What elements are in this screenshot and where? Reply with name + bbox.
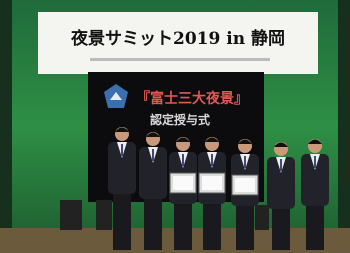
certificate — [235, 178, 255, 192]
legs — [174, 200, 192, 250]
certificate — [173, 176, 193, 190]
chair — [96, 200, 112, 230]
banner-title: 夜景サミット2019 in 静岡 — [70, 28, 285, 49]
screen-title: 『富士三大夜景』 — [136, 90, 248, 107]
certificate — [202, 176, 222, 190]
chair — [60, 200, 82, 230]
photo: 夜景サミット2019 in 静岡 『富士三大夜景』 認定授与式 — [0, 0, 350, 253]
legs — [113, 190, 131, 250]
legs — [306, 202, 324, 250]
banner-small-text — [90, 58, 270, 61]
screen-subtitle: 認定授与式 — [150, 112, 210, 127]
legs — [236, 202, 254, 250]
right-edge — [338, 0, 350, 253]
page: {"banner": {"title": "夜景サミット2019 in 静岡"}… — [0, 0, 350, 253]
legs — [203, 200, 221, 250]
left-edge — [0, 0, 12, 253]
chair — [255, 205, 269, 230]
legs — [272, 205, 290, 250]
legs — [144, 195, 162, 250]
